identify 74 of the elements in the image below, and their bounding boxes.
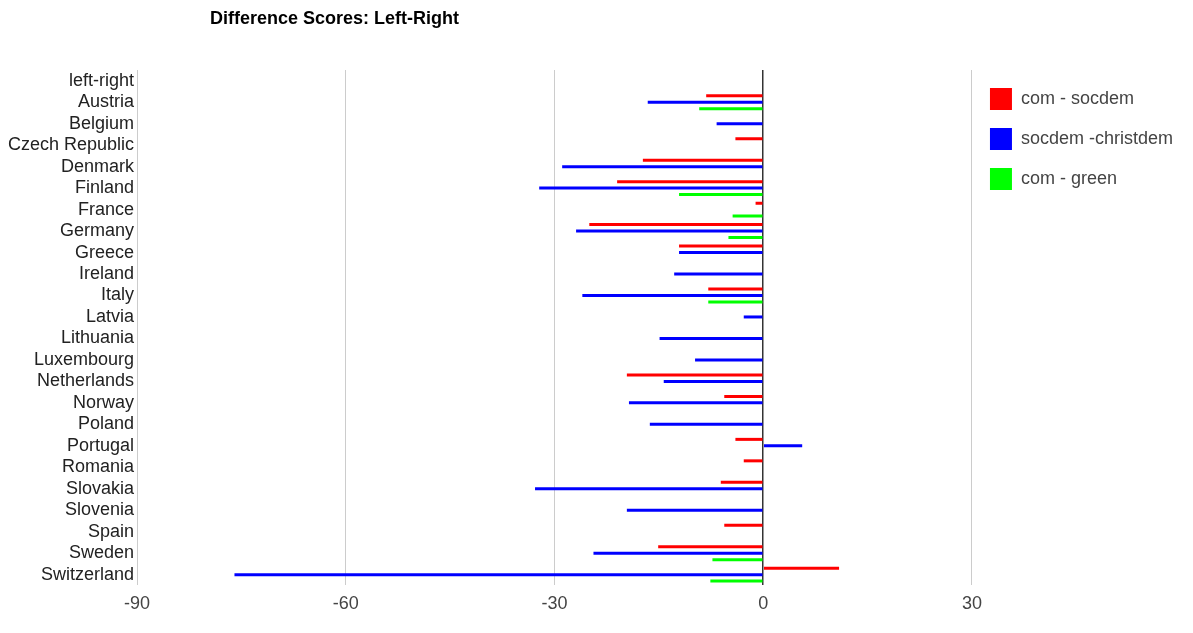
x-tick-label: 30 (961, 593, 982, 614)
bar (710, 579, 763, 583)
y-tick-label: Slovenia (65, 499, 136, 520)
x-tick-label: -60 (332, 593, 359, 614)
bar (234, 573, 763, 577)
y-tick-label: Norway (73, 391, 135, 412)
bar (658, 545, 763, 549)
y-tick-label: Italy (101, 284, 135, 305)
x-tick-label: -90 (124, 593, 151, 614)
bar (539, 186, 763, 190)
bar (706, 94, 763, 98)
y-tick-label: Czech Republic (8, 134, 135, 155)
legend-label: socdem -christdem (1020, 127, 1173, 148)
bar (593, 551, 763, 555)
bar (708, 300, 763, 304)
bar (628, 401, 763, 405)
bar (576, 229, 763, 233)
y-tick-label: Greece (75, 241, 135, 262)
bar (679, 193, 763, 197)
chart-title: Difference Scores: Left-Right (210, 8, 460, 29)
y-tick-label: Ireland (79, 262, 135, 283)
y-tick-label: Poland (78, 413, 135, 434)
y-tick-label: Germany (60, 220, 135, 241)
bar (763, 566, 840, 570)
y-tick-label: Portugal (67, 434, 135, 455)
bar (562, 165, 763, 169)
bar (582, 293, 763, 297)
legend-label: com - socdem (1020, 87, 1134, 108)
bar (642, 158, 763, 162)
y-tick-label: Lithuania (60, 327, 136, 348)
y-tick-label: Sweden (69, 542, 135, 563)
bar (724, 523, 763, 527)
bar (699, 107, 763, 111)
bar (712, 558, 763, 562)
bar (535, 487, 763, 491)
bar (732, 214, 763, 218)
bar (659, 336, 763, 340)
y-tick-label: France (78, 198, 135, 219)
bar (716, 122, 763, 126)
bar (647, 100, 763, 104)
bar (735, 437, 763, 441)
bar (708, 287, 763, 291)
y-tick-label: left-right (69, 69, 135, 90)
y-tick-label: Luxembourg (33, 348, 135, 369)
y-tick-label: Spain (88, 520, 135, 541)
bar (763, 444, 803, 448)
y-tick-label: Denmark (61, 155, 136, 176)
y-tick-label: Austria (78, 91, 136, 112)
x-tick-label: -30 (541, 593, 568, 614)
bar (728, 236, 763, 240)
bar (626, 508, 763, 512)
y-tick-label: Belgium (69, 112, 135, 133)
bar (626, 373, 763, 377)
y-tick-label: Latvia (86, 305, 136, 326)
bar (679, 244, 763, 248)
bar (663, 379, 763, 383)
bar (674, 272, 763, 276)
bar (743, 315, 763, 319)
bar (724, 394, 763, 398)
bar (679, 251, 763, 255)
bar (743, 459, 763, 463)
bar (589, 223, 763, 227)
bar (735, 137, 763, 141)
y-tick-label: Netherlands (37, 370, 135, 391)
y-tick-label: Switzerland (41, 563, 135, 584)
bar (617, 180, 763, 184)
legend-label: com - green (1020, 167, 1117, 188)
bar (695, 358, 763, 362)
bar (649, 422, 763, 426)
x-tick-label: 0 (758, 593, 769, 614)
y-tick-label: Romania (62, 456, 136, 477)
y-tick-label: Slovakia (66, 477, 136, 498)
bar (720, 480, 763, 484)
y-tick-label: Finland (75, 177, 135, 198)
